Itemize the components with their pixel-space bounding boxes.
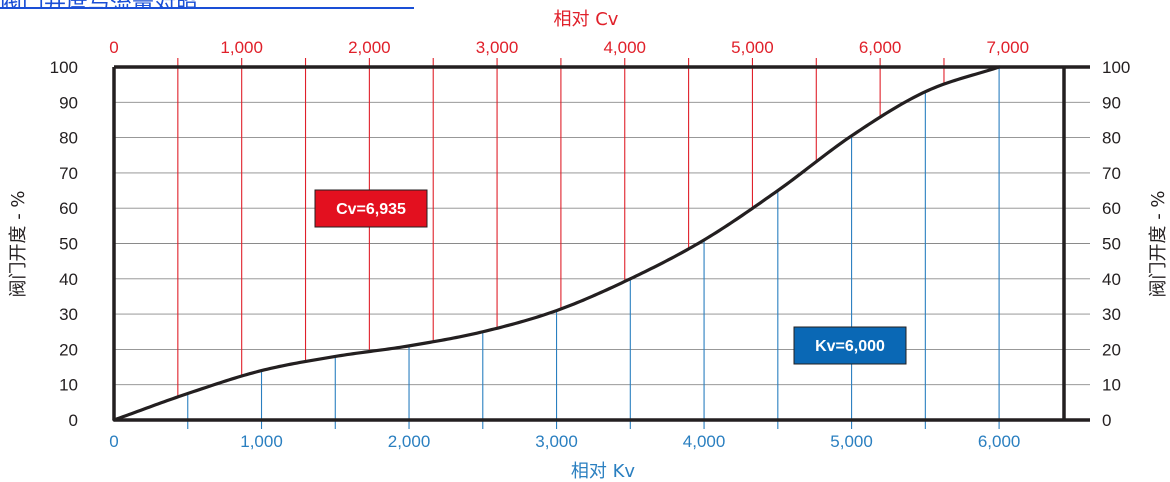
y-tick-label-left: 30 xyxy=(59,305,78,324)
top-tick-label: 3,000 xyxy=(476,38,519,57)
y-tick-label-right: 40 xyxy=(1102,270,1121,289)
top-tick-label: 5,000 xyxy=(731,38,774,57)
y-tick-label-left: 0 xyxy=(69,411,78,430)
bottom-tick-label: 6,000 xyxy=(978,432,1021,451)
bottom-tick-label: 3,000 xyxy=(535,432,578,451)
header-title: 阀门开度与流量对照 xyxy=(0,0,414,9)
kv-badge: Kv=6,000 xyxy=(793,326,907,365)
y-tick-label-right: 90 xyxy=(1102,93,1121,112)
y-tick-label-left: 40 xyxy=(59,270,78,289)
top-tick-label: 6,000 xyxy=(859,38,902,57)
top-tick-label: 1,000 xyxy=(220,38,263,57)
plot-frame xyxy=(112,65,1090,422)
bottom-axis-title: 相对 Kv xyxy=(571,461,636,482)
y-tick-label-right: 100 xyxy=(1102,58,1130,77)
y-tick-label-right: 60 xyxy=(1102,199,1121,218)
tick-labels: 0 0 10 10 20 20 30 30 40 40 50 50 60 60 70 70 80 80 90 90 10… xyxy=(50,38,1131,451)
top-tick-label: 2,000 xyxy=(348,38,391,57)
bottom-tick-label: 4,000 xyxy=(683,432,726,451)
cv-badge: Cv=6,935 xyxy=(314,189,428,228)
top-tick-label: 7,000 xyxy=(987,38,1030,57)
y-tick-label-left: 70 xyxy=(59,164,78,183)
right-axis-title: 阀门开度 - % xyxy=(1148,190,1169,297)
y-tick-label-left: 100 xyxy=(50,58,78,77)
left-axis-title: 阀门开度 - % xyxy=(8,190,29,297)
y-tick-label-left: 20 xyxy=(59,340,78,359)
cv-badge-box xyxy=(314,189,428,228)
y-tick-label-right: 70 xyxy=(1102,164,1121,183)
y-tick-label-left: 10 xyxy=(59,376,78,395)
y-tick-label-left: 90 xyxy=(59,93,78,112)
y-tick-label-right: 50 xyxy=(1102,235,1121,254)
y-tick-label-left: 60 xyxy=(59,199,78,218)
kv-badge-box xyxy=(793,326,907,365)
top-tick-label: 0 xyxy=(109,38,118,57)
bottom-tick-label: 1,000 xyxy=(240,432,283,451)
top-axis-title: 相对 Cv xyxy=(554,9,619,30)
top-tick-label: 4,000 xyxy=(603,38,646,57)
y-tick-label-right: 30 xyxy=(1102,305,1121,324)
cv-badge-label: Cv=6,935 xyxy=(336,201,406,218)
kv-badge-label: Kv=6,000 xyxy=(815,338,885,355)
y-tick-label-right: 10 xyxy=(1102,376,1121,395)
y-tick-label-right: 80 xyxy=(1102,129,1121,148)
bottom-tick-label: 2,000 xyxy=(388,432,431,451)
grid-layer xyxy=(114,101,1090,386)
y-tick-label-left: 80 xyxy=(59,129,78,148)
bottom-tick-label: 0 xyxy=(109,432,118,451)
y-tick-label-right: 20 xyxy=(1102,340,1121,359)
y-tick-label-left: 50 xyxy=(59,235,78,254)
flow-curve xyxy=(112,65,1001,422)
y-tick-label-right: 0 xyxy=(1102,411,1111,430)
header-title-text: 阀门开度与流量对照 xyxy=(0,0,198,7)
bottom-tick-label: 5,000 xyxy=(830,432,873,451)
